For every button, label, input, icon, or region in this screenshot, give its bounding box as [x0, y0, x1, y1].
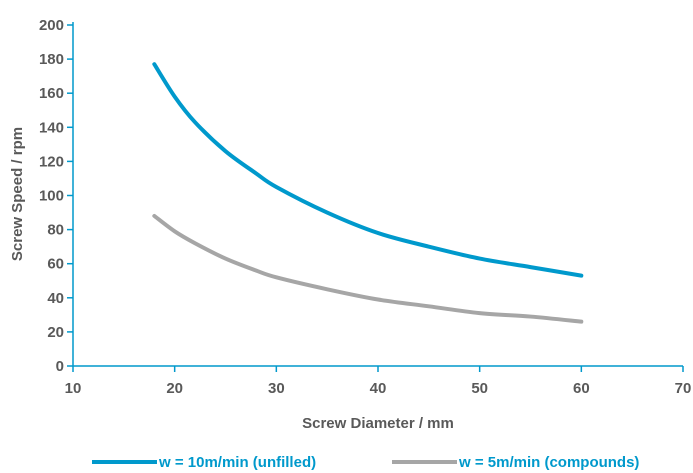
- y-tick-label: 140: [39, 119, 64, 136]
- x-tick-label: 20: [166, 380, 183, 397]
- x-axis-label: Screw Diameter / mm: [302, 415, 454, 432]
- x-tick-label: 50: [471, 380, 488, 397]
- legend: w = 10m/min (unfilled) w = 5m/min (compo…: [92, 454, 639, 471]
- x-tick-label: 70: [675, 380, 692, 397]
- series-line-1: [152, 62, 584, 278]
- y-tick-label: 160: [39, 85, 64, 102]
- series-line-2: [152, 213, 584, 324]
- y-tick-label: 120: [39, 153, 64, 170]
- y-tick-label: 40: [47, 290, 64, 307]
- x-tick-label: 40: [370, 380, 387, 397]
- legend-label-series-2: w = 5m/min (compounds): [458, 454, 639, 471]
- y-tick-label: 0: [56, 358, 64, 375]
- series-lines: [152, 62, 584, 324]
- y-ticks: 0 20 40 60 80 100 120 140 160 180 200: [39, 17, 73, 375]
- y-axis-label: Screw Speed / rpm: [9, 127, 26, 261]
- y-tick-label: 60: [47, 256, 64, 273]
- x-tick-label: 30: [268, 380, 285, 397]
- x-tick-label: 10: [65, 380, 82, 397]
- legend-label-series-1: w = 10m/min (unfilled): [158, 454, 316, 471]
- x-tick-label: 60: [573, 380, 590, 397]
- y-tick-label: 100: [39, 188, 64, 205]
- y-tick-label: 200: [39, 17, 64, 34]
- y-tick-label: 20: [47, 324, 64, 341]
- y-tick-label: 80: [47, 222, 64, 239]
- y-tick-label: 180: [39, 51, 64, 68]
- x-ticks: 10 20 30 40 50 60 70: [65, 366, 692, 397]
- axes: [72, 22, 683, 367]
